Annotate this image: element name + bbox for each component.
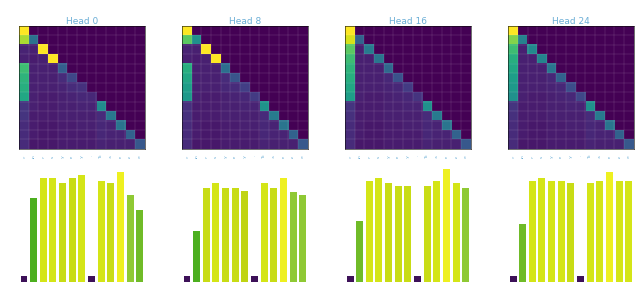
Bar: [529, 181, 536, 282]
Title: Head 16: Head 16: [389, 17, 427, 26]
Bar: [300, 195, 307, 282]
Bar: [519, 224, 526, 282]
Bar: [20, 276, 28, 282]
Bar: [49, 178, 56, 282]
Bar: [59, 184, 66, 282]
Bar: [538, 178, 545, 282]
Bar: [366, 181, 372, 282]
Bar: [404, 186, 412, 282]
Bar: [356, 221, 363, 282]
Bar: [117, 172, 124, 282]
Bar: [203, 188, 210, 282]
Bar: [414, 276, 421, 282]
Bar: [79, 175, 85, 282]
Bar: [280, 178, 287, 282]
Bar: [558, 181, 564, 282]
Bar: [376, 178, 383, 282]
Bar: [232, 188, 239, 282]
Bar: [127, 195, 134, 282]
Bar: [606, 172, 613, 282]
Bar: [577, 276, 584, 282]
Bar: [270, 188, 277, 282]
Title: Head 8: Head 8: [228, 17, 261, 26]
Bar: [443, 169, 450, 282]
Bar: [241, 191, 248, 282]
Bar: [260, 184, 268, 282]
Bar: [616, 181, 623, 282]
Bar: [251, 276, 258, 282]
Bar: [452, 184, 460, 282]
Bar: [596, 181, 604, 282]
Bar: [290, 192, 296, 282]
Bar: [509, 276, 516, 282]
Bar: [212, 184, 220, 282]
Bar: [433, 181, 440, 282]
Bar: [88, 276, 95, 282]
Bar: [40, 178, 47, 282]
Bar: [184, 276, 191, 282]
Bar: [30, 198, 37, 282]
Bar: [98, 181, 105, 282]
Bar: [568, 184, 574, 282]
Bar: [193, 231, 200, 282]
Bar: [625, 181, 632, 282]
Bar: [385, 184, 392, 282]
Title: Head 0: Head 0: [66, 17, 98, 26]
Bar: [587, 184, 594, 282]
Bar: [346, 276, 353, 282]
Bar: [136, 209, 143, 282]
Bar: [108, 184, 115, 282]
Bar: [548, 181, 555, 282]
Bar: [68, 178, 76, 282]
Bar: [395, 186, 402, 282]
Bar: [222, 188, 229, 282]
Bar: [462, 188, 469, 282]
Title: Head 24: Head 24: [552, 17, 590, 26]
Bar: [424, 186, 431, 282]
